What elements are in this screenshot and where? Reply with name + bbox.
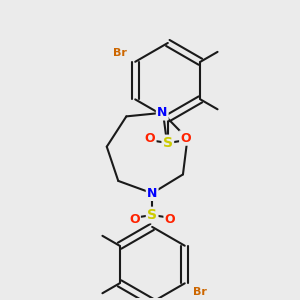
Text: S: S (163, 136, 173, 150)
Text: O: O (165, 214, 175, 226)
Text: N: N (157, 106, 167, 119)
Text: N: N (147, 187, 157, 200)
Text: O: O (180, 131, 191, 145)
Text: S: S (147, 208, 157, 222)
Text: Br: Br (113, 48, 127, 58)
Text: Br: Br (193, 287, 207, 297)
Text: O: O (145, 131, 155, 145)
Text: O: O (129, 214, 140, 226)
